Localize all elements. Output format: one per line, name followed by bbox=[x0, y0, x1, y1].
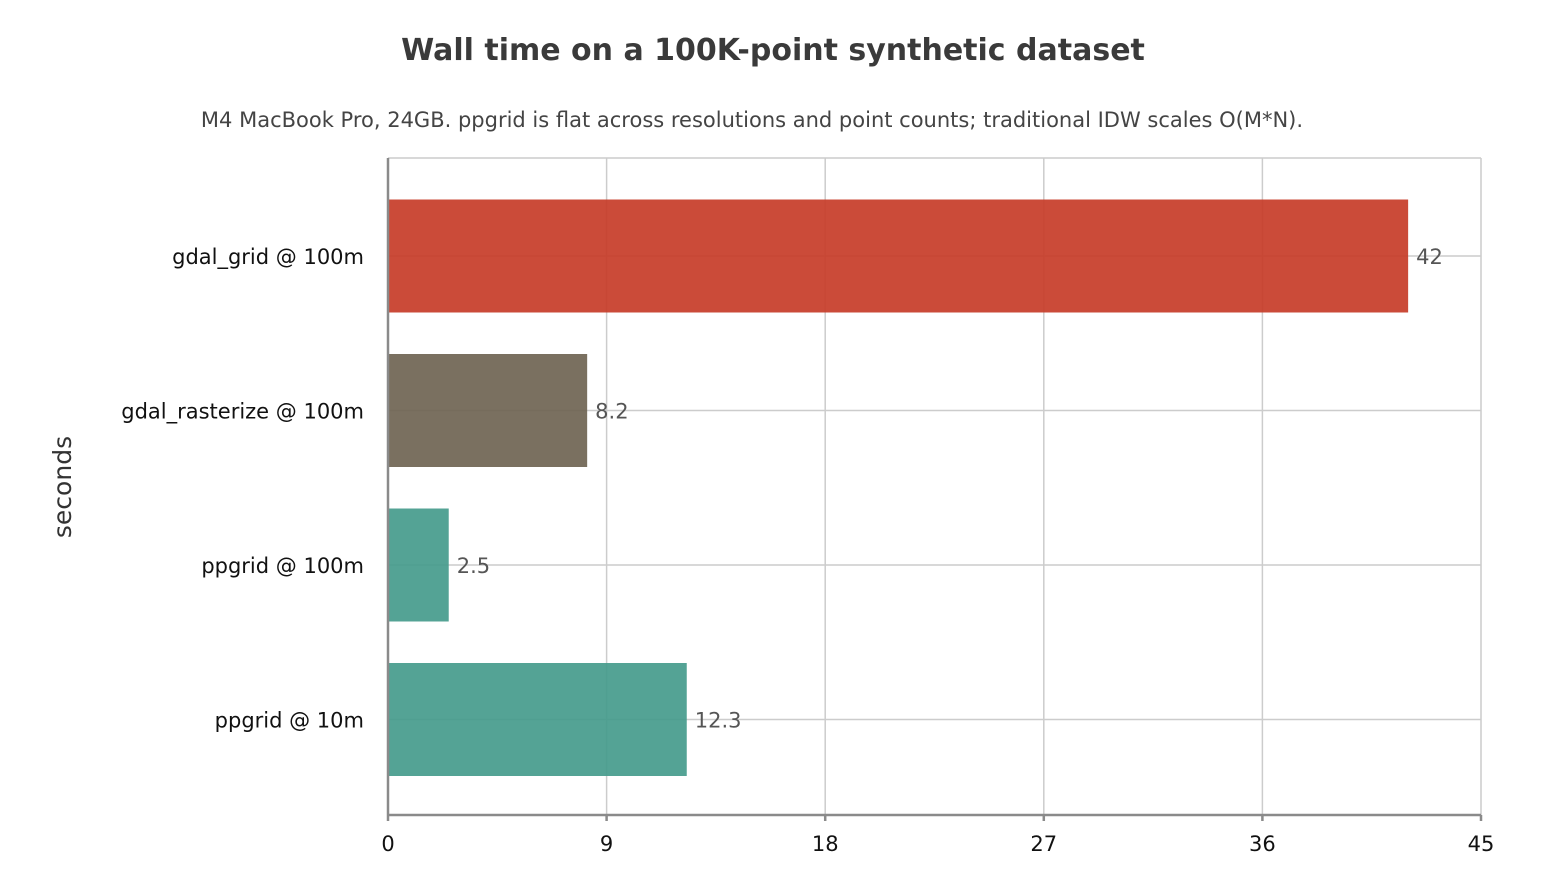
bar bbox=[388, 508, 449, 622]
category-label: gdal_rasterize @ 100m bbox=[121, 400, 364, 425]
bar-value-label: 42 bbox=[1416, 245, 1443, 269]
chart-subtitle: M4 MacBook Pro, 24GB. ppgrid is flat acr… bbox=[201, 108, 1303, 132]
bar bbox=[388, 663, 687, 776]
y-axis-label: seconds bbox=[48, 436, 77, 538]
bar-value-label: 8.2 bbox=[595, 400, 628, 424]
bar-layer bbox=[388, 199, 1409, 776]
axis-layer bbox=[386, 158, 1483, 821]
x-tick-label: 9 bbox=[600, 832, 613, 856]
x-tick-label: 18 bbox=[812, 832, 839, 856]
x-tick-label: 27 bbox=[1030, 832, 1057, 856]
category-label: ppgrid @ 10m bbox=[215, 709, 364, 733]
category-label: gdal_grid @ 100m bbox=[172, 245, 364, 270]
label-layer: 0 9 18 27 36 45 42 gdal_grid @ 100m 8.2 gdal_rast… bbox=[121, 245, 1494, 856]
x-tick-label: 0 bbox=[381, 832, 394, 856]
bar bbox=[388, 354, 588, 467]
bar bbox=[388, 199, 1409, 313]
bar-value-label: 2.5 bbox=[457, 554, 490, 578]
x-tick-label: 45 bbox=[1468, 832, 1495, 856]
category-label: ppgrid @ 100m bbox=[201, 554, 364, 578]
x-tick-label: 36 bbox=[1249, 832, 1276, 856]
chart-title: Wall time on a 100K-point synthetic data… bbox=[401, 33, 1145, 68]
bar-value-label: 12.3 bbox=[695, 709, 742, 733]
